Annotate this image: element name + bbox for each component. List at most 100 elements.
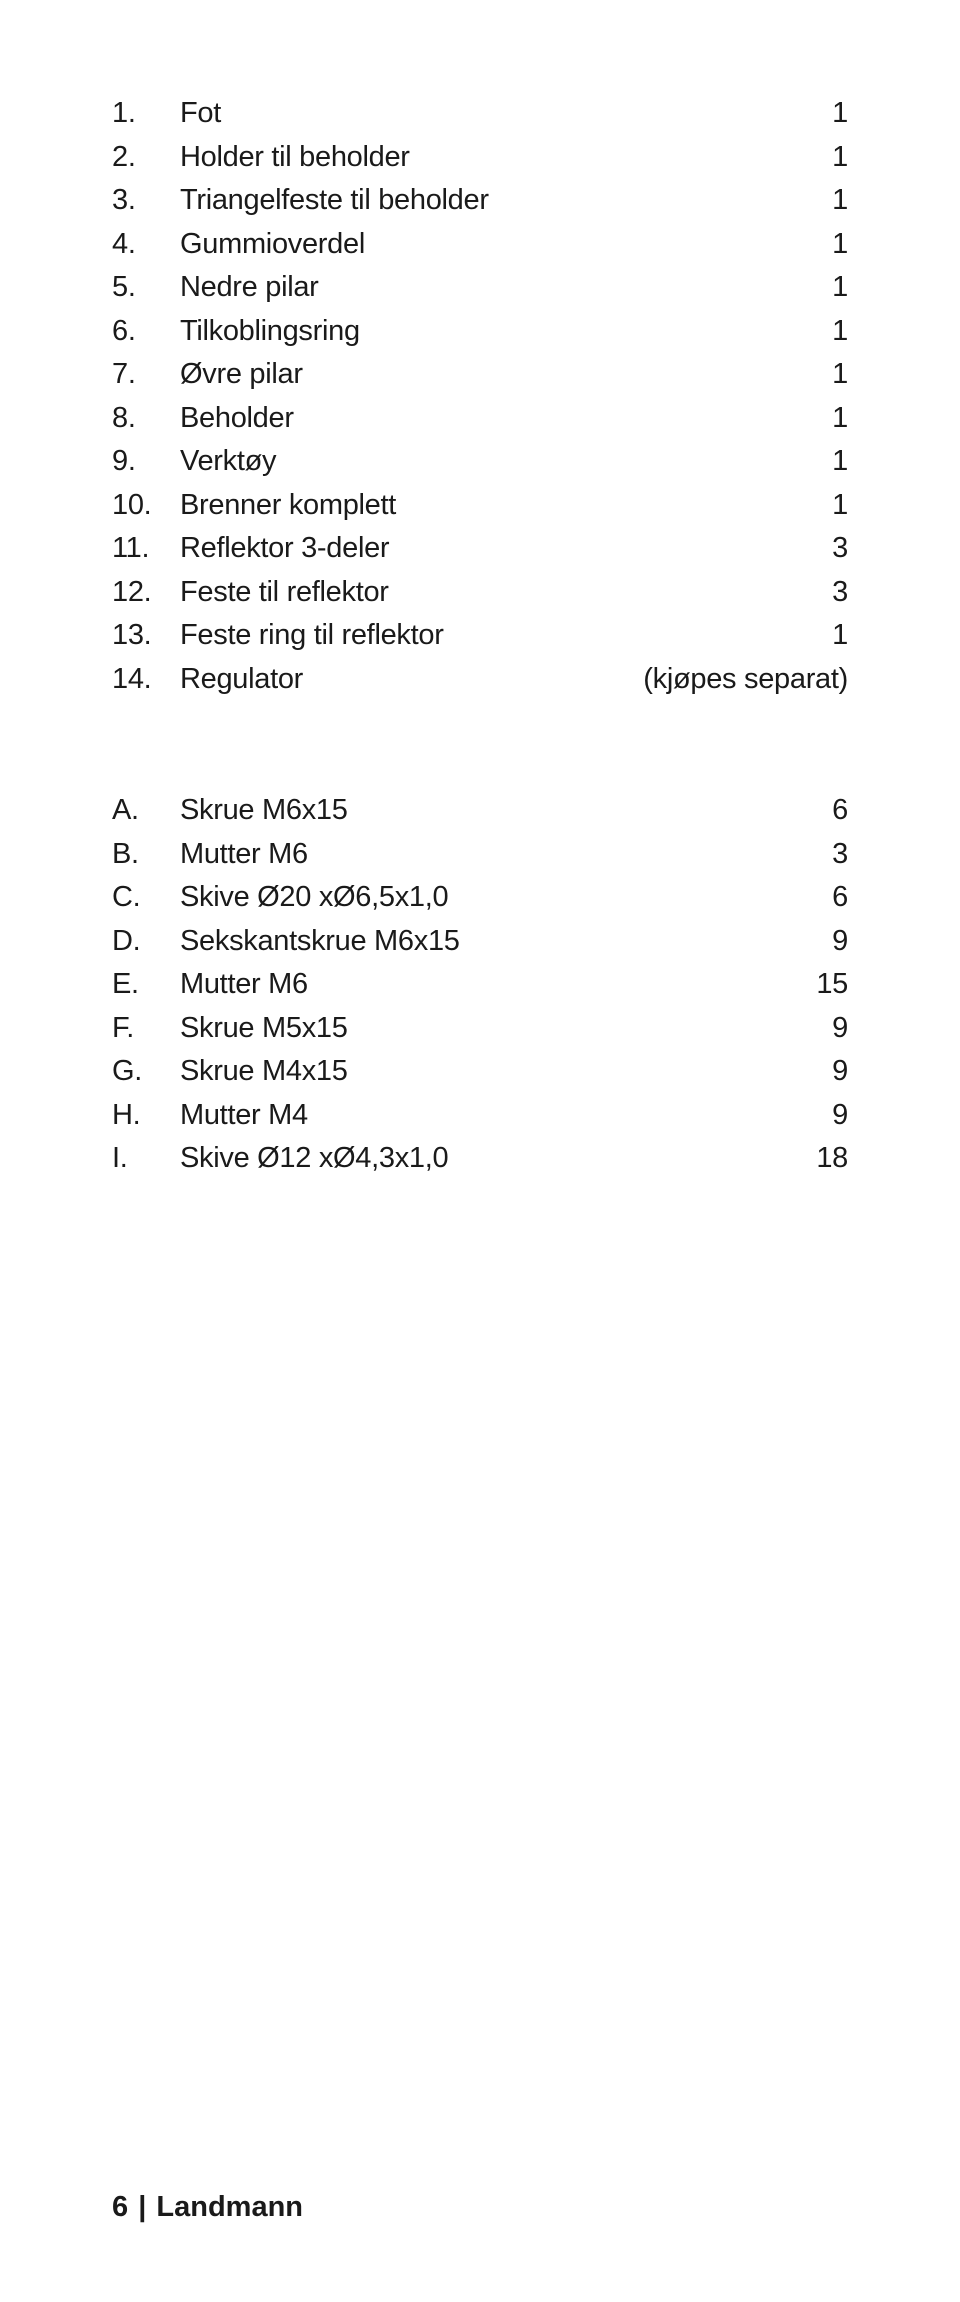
row-label: Skrue M6x15	[180, 789, 628, 833]
list-row: B.Mutter M63	[112, 833, 848, 877]
list-row: 14.Regulator(kjøpes separat)	[112, 658, 848, 702]
list-row: 3.Triangelfeste til beholder1	[112, 179, 848, 223]
row-label: Fot	[180, 92, 628, 136]
list-row: 9.Verktøy1	[112, 440, 848, 484]
row-value: 15	[628, 963, 848, 1007]
row-value: 1	[628, 136, 848, 180]
row-value: 6	[628, 789, 848, 833]
row-label: Verktøy	[180, 440, 628, 484]
list-row: H.Mutter M49	[112, 1094, 848, 1138]
page-footer: 6 | Landmann	[112, 2191, 303, 2224]
list-row: C.Skive Ø20 xØ6,5x1,06	[112, 876, 848, 920]
row-label: Mutter M4	[180, 1094, 628, 1138]
row-value: 1	[628, 266, 848, 310]
row-index: F.	[112, 1007, 180, 1051]
row-label: Holder til beholder	[180, 136, 628, 180]
row-index: 6.	[112, 310, 180, 354]
row-index: 12.	[112, 571, 180, 615]
list-row: G.Skrue M4x159	[112, 1050, 848, 1094]
row-value: 1	[628, 179, 848, 223]
row-value: 1	[628, 484, 848, 528]
list-row: 2.Holder til beholder1	[112, 136, 848, 180]
list-row: 1.Fot1	[112, 92, 848, 136]
row-index: A.	[112, 789, 180, 833]
row-label: Skrue M5x15	[180, 1007, 628, 1051]
row-value: 6	[628, 876, 848, 920]
row-value: 9	[628, 1007, 848, 1051]
row-label: Triangelfeste til beholder	[180, 179, 628, 223]
row-label: Brenner komplett	[180, 484, 628, 528]
row-index: E.	[112, 963, 180, 1007]
row-index: D.	[112, 920, 180, 964]
row-label: Feste til reflektor	[180, 571, 628, 615]
row-value: 1	[628, 614, 848, 658]
row-label: Mutter M6	[180, 963, 628, 1007]
row-label: Skive Ø12 xØ4,3x1,0	[180, 1137, 628, 1181]
list-row: 4.Gummioverdel1	[112, 223, 848, 267]
row-label: Regulator	[180, 658, 628, 702]
list-row: F.Skrue M5x159	[112, 1007, 848, 1051]
row-value: 9	[628, 1094, 848, 1138]
row-value: 1	[628, 223, 848, 267]
row-label: Gummioverdel	[180, 223, 628, 267]
row-index: 2.	[112, 136, 180, 180]
row-value: 3	[628, 571, 848, 615]
row-label: Feste ring til reflektor	[180, 614, 628, 658]
row-value: 9	[628, 1050, 848, 1094]
row-index: I.	[112, 1137, 180, 1181]
row-label: Mutter M6	[180, 833, 628, 877]
row-value: 1	[628, 310, 848, 354]
row-index: C.	[112, 876, 180, 920]
row-index: 8.	[112, 397, 180, 441]
list-row: 12.Feste til reflektor3	[112, 571, 848, 615]
row-index: B.	[112, 833, 180, 877]
row-label: Skrue M4x15	[180, 1050, 628, 1094]
row-index: 3.	[112, 179, 180, 223]
list-row: D.Sekskantskrue M6x159	[112, 920, 848, 964]
page-number: 6	[112, 2191, 128, 2223]
row-value: 1	[628, 92, 848, 136]
row-index: 11.	[112, 527, 180, 571]
list-row: 6.Tilkoblingsring1	[112, 310, 848, 354]
row-index: 5.	[112, 266, 180, 310]
list-row: A.Skrue M6x156	[112, 789, 848, 833]
list-row: I.Skive Ø12 xØ4,3x1,018	[112, 1137, 848, 1181]
row-index: 7.	[112, 353, 180, 397]
row-index: 1.	[112, 92, 180, 136]
row-value: 1	[628, 440, 848, 484]
row-label: Sekskantskrue M6x15	[180, 920, 628, 964]
parts-list-lettered: A.Skrue M6x156B.Mutter M63C.Skive Ø20 xØ…	[112, 789, 848, 1181]
row-value: 3	[628, 833, 848, 877]
row-label: Øvre pilar	[180, 353, 628, 397]
list-row: 8.Beholder1	[112, 397, 848, 441]
parts-list-numbered: 1.Fot12.Holder til beholder13.Triangelfe…	[112, 92, 848, 701]
list-row: 5.Nedre pilar1	[112, 266, 848, 310]
row-label: Reflektor 3-deler	[180, 527, 628, 571]
list-row: 13.Feste ring til reflektor1	[112, 614, 848, 658]
row-index: 9.	[112, 440, 180, 484]
row-value: 1	[628, 353, 848, 397]
footer-separator: |	[138, 2191, 146, 2223]
list-row: 7.Øvre pilar1	[112, 353, 848, 397]
list-gap	[112, 701, 848, 789]
row-index: 4.	[112, 223, 180, 267]
row-index: 10.	[112, 484, 180, 528]
row-index: 14.	[112, 658, 180, 702]
row-index: 13.	[112, 614, 180, 658]
row-label: Tilkoblingsring	[180, 310, 628, 354]
row-value: (kjøpes separat)	[628, 658, 848, 702]
row-label: Skive Ø20 xØ6,5x1,0	[180, 876, 628, 920]
row-index: G.	[112, 1050, 180, 1094]
list-row: 11.Reflektor 3-deler3	[112, 527, 848, 571]
list-row: 10.Brenner komplett1	[112, 484, 848, 528]
footer-brand: Landmann	[156, 2191, 303, 2223]
page-content: 1.Fot12.Holder til beholder13.Triangelfe…	[112, 92, 848, 1181]
row-value: 18	[628, 1137, 848, 1181]
row-index: H.	[112, 1094, 180, 1138]
row-label: Nedre pilar	[180, 266, 628, 310]
row-value: 9	[628, 920, 848, 964]
list-row: E.Mutter M615	[112, 963, 848, 1007]
row-value: 3	[628, 527, 848, 571]
row-label: Beholder	[180, 397, 628, 441]
row-value: 1	[628, 397, 848, 441]
